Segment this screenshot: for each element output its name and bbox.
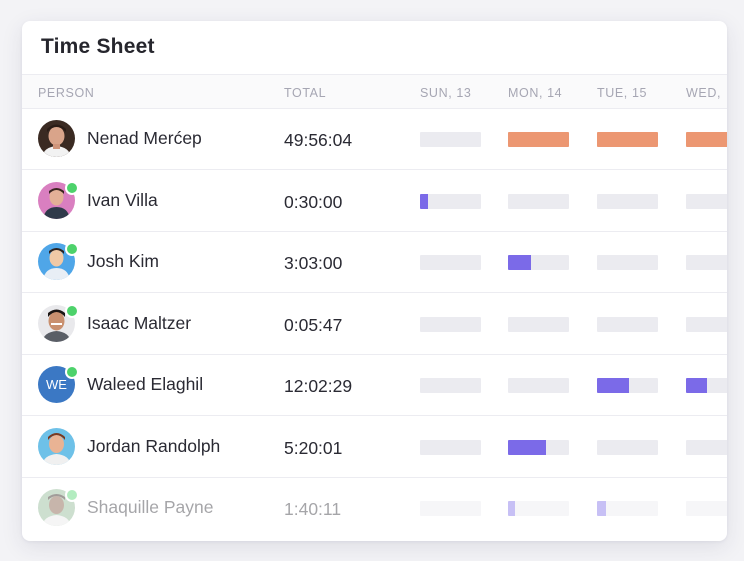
person-name[interactable]: Waleed Elaghil [87, 374, 204, 394]
online-status-dot [65, 488, 79, 502]
day-time-bar[interactable] [597, 316, 658, 332]
avatar[interactable] [38, 120, 75, 157]
day-time-bar[interactable] [508, 439, 569, 455]
person-name[interactable]: Ivan Villa [87, 189, 158, 210]
column-header-day[interactable]: TUE, 15 [597, 86, 648, 100]
table-row[interactable]: Ivan Villa 0:30:00 [22, 170, 727, 232]
person-name[interactable]: Shaquille Payne [87, 497, 214, 517]
day-time-bar[interactable] [420, 132, 481, 147]
total-time: 0:30:00 [284, 191, 343, 212]
day-time-bar-fill [686, 132, 727, 147]
day-time-bar[interactable] [597, 255, 658, 270]
column-header-day[interactable]: WED, [686, 86, 722, 100]
day-time-bar-fill [686, 378, 707, 393]
person-name[interactable]: Jordan Randolph [87, 435, 221, 456]
table-header: PERSON TOTAL SUN, 13 MON, 14 TUE, 15 WED… [22, 74, 727, 109]
day-time-bar[interactable] [597, 501, 658, 516]
day-time-bar[interactable] [508, 316, 569, 332]
day-time-bar[interactable] [597, 193, 658, 209]
avatar[interactable] [38, 304, 75, 342]
total-time: 0:05:47 [284, 314, 343, 335]
column-header-day[interactable]: MON, 14 [508, 86, 563, 100]
day-time-bar-fill [508, 255, 531, 270]
online-status-dot [65, 180, 79, 195]
day-time-bar[interactable] [508, 193, 569, 209]
table-row[interactable]: Shaquille Payne 1:40:11 [22, 477, 727, 538]
time-sheet-card: Time Sheet PERSON TOTAL SUN, 13 MON, 14 … [22, 21, 727, 541]
day-time-bar-fill [597, 501, 606, 516]
day-time-bar-fill [420, 193, 428, 209]
day-time-bar[interactable] [420, 316, 481, 332]
total-time: 49:56:04 [284, 130, 353, 150]
day-time-bar[interactable] [508, 378, 569, 393]
total-time: 5:20:01 [284, 437, 343, 458]
online-status-dot [65, 303, 79, 318]
column-header-person[interactable]: PERSON [38, 86, 95, 100]
total-time: 3:03:00 [284, 253, 343, 273]
day-time-bar[interactable] [686, 378, 727, 393]
day-time-bar[interactable] [686, 132, 727, 147]
day-time-bar[interactable] [686, 255, 727, 270]
day-time-bar[interactable] [420, 378, 481, 393]
column-header-total[interactable]: TOTAL [284, 86, 327, 100]
table-row[interactable]: Jordan Randolph 5:20:01 [22, 416, 727, 478]
day-time-bar-fill [597, 132, 658, 147]
day-time-bar-fill [508, 439, 546, 455]
day-time-bar[interactable] [597, 378, 658, 393]
day-time-bar[interactable] [420, 501, 481, 516]
person-name[interactable]: Josh Kim [87, 251, 159, 271]
avatar[interactable] [38, 427, 75, 465]
table-row[interactable]: WE Waleed Elaghil 12:02:29 [22, 354, 727, 416]
table-row[interactable]: Isaac Maltzer 0:05:47 [22, 293, 727, 355]
day-time-bar[interactable] [508, 255, 569, 270]
day-time-bar[interactable] [597, 439, 658, 455]
person-name[interactable]: Isaac Maltzer [87, 312, 192, 333]
total-time: 12:02:29 [284, 376, 353, 396]
day-time-bar[interactable] [420, 193, 481, 209]
day-time-bar[interactable] [420, 439, 481, 455]
day-time-bar[interactable] [597, 132, 658, 147]
day-time-bar[interactable] [686, 193, 727, 209]
day-time-bar[interactable] [508, 501, 569, 516]
day-time-bar-fill [508, 132, 569, 147]
page-title: Time Sheet [41, 35, 155, 58]
column-header-day[interactable]: SUN, 13 [420, 86, 472, 100]
day-time-bar-fill [508, 501, 515, 516]
day-time-bar[interactable] [508, 132, 569, 147]
online-status-dot [65, 365, 79, 379]
person-name[interactable]: Nenad Merćep [87, 128, 202, 148]
online-status-dot [65, 242, 79, 256]
total-time: 1:40:11 [284, 499, 342, 519]
table-row[interactable]: Josh Kim 3:03:00 [22, 231, 727, 293]
day-time-bar[interactable] [686, 316, 727, 332]
day-time-bar-fill [597, 378, 629, 393]
day-time-bar[interactable] [420, 255, 481, 270]
day-time-bar[interactable] [686, 439, 727, 455]
day-time-bar[interactable] [686, 501, 727, 516]
table-row[interactable]: Nenad Merćep 49:56:04 [22, 108, 727, 170]
